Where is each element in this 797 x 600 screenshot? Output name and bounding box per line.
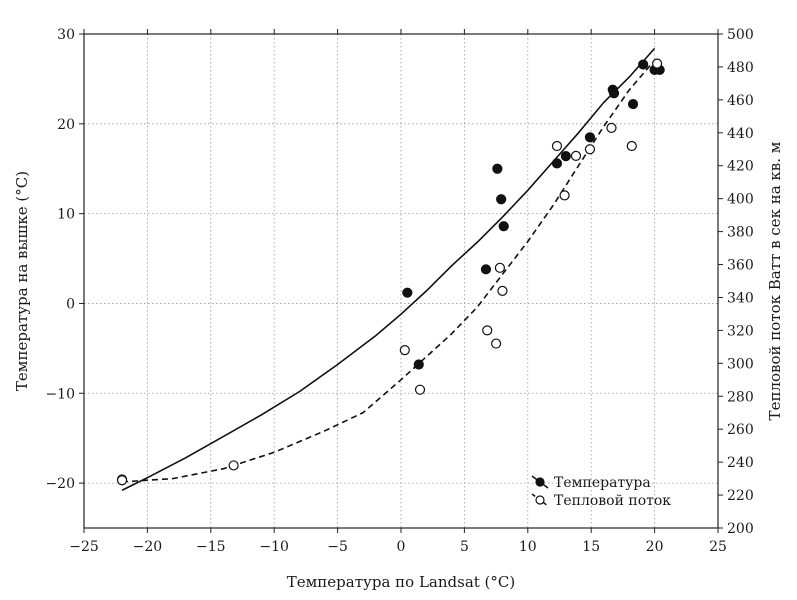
y-right-tick-label: 420 [727,159,754,175]
x-tick-label: −15 [196,539,226,555]
y-right-tick-label: 440 [727,126,754,142]
x-tick-label: −20 [133,539,163,555]
data-point-temperature [551,158,563,169]
y-left-tick-label: −10 [45,386,75,402]
y-axis-left-label: Температура на вышке (°C) [13,171,31,391]
y-left-tick-label: 30 [57,27,75,43]
x-tick-label: 20 [646,539,664,555]
data-point-heat-flux [551,140,563,152]
data-point-heat-flux [491,338,502,349]
x-tick-label: 5 [460,539,469,555]
x-tick-label: 15 [582,539,600,555]
data-point-temperature [480,264,492,275]
legend-label-temperature: Температура [554,475,651,491]
data-point-heat-flux [584,144,596,155]
y-right-tick-label: 240 [727,455,754,471]
y-axis-right-label: Тепловой поток Ватт в сек на кв. м [766,141,784,420]
data-point-temperature [608,88,620,99]
fit-curve-1 [121,59,656,483]
data-point-heat-flux [414,384,426,395]
y-right-tick-label: 280 [727,389,754,405]
y-right-tick-label: 260 [727,422,754,438]
x-axis-label: Температура по Landsat (°C) [287,573,516,591]
data-point-temperature [402,287,413,298]
fit-curve-0 [121,47,656,492]
data-point-heat-flux [399,345,410,356]
data-point-heat-flux [606,122,617,133]
y-left-tick-label: 0 [66,296,75,312]
y-right-tick-label: 360 [727,258,754,274]
legend-marker-temperature [535,477,545,487]
legend-label-heat-flux: Тепловой поток [554,493,671,509]
y-right-tick-label: 480 [727,60,754,76]
data-point-temperature [560,151,571,162]
data-point-heat-flux [570,150,582,161]
y-right-tick-label: 460 [727,93,754,109]
y-right-tick-label: 320 [727,323,754,339]
data-point-temperature [638,59,649,70]
y-right-tick-label: 200 [727,521,754,537]
x-tick-label: 0 [397,539,406,555]
y-left-tick-label: 20 [57,117,75,133]
y-left-tick-label: −20 [45,476,75,492]
y-right-tick-label: 340 [727,290,754,306]
y-right-tick-label: 500 [727,27,754,43]
data-point-heat-flux [116,475,128,486]
data-point-heat-flux [494,262,506,273]
y-right-tick-label: 400 [727,192,754,208]
data-point-temperature [496,194,507,205]
data-point-heat-flux [626,140,637,152]
ticks: −25 −20 −15 −10 −5 0 5 10 15 20 25 −20 −10 0 10 20 30 200… [45,27,753,555]
data-point-heat-flux [652,58,663,69]
y-left-tick-label: 10 [57,207,75,223]
data-point-temperature [413,359,424,370]
y-right-tick-label: 380 [727,225,754,241]
x-tick-label: −25 [69,539,99,555]
data-point-heat-flux [559,190,570,201]
x-tick-label: −5 [327,539,348,555]
data-point-temperature [498,221,509,232]
data-point-heat-flux [497,285,508,296]
plot-frame [83,33,719,529]
legend: Температура Тепловой поток [531,475,671,509]
data-points [116,58,665,486]
data-point-heat-flux [482,325,493,336]
data-point-heat-flux [228,460,239,471]
grid [84,34,718,528]
x-tick-label: 25 [709,539,727,555]
data-point-temperature [492,163,503,174]
legend-item-heat-flux: Тепловой поток [531,493,671,509]
y-right-tick-label: 300 [727,356,754,372]
y-right-tick-label: 220 [727,488,754,504]
data-point-temperature [584,132,596,143]
x-tick-label: 10 [519,539,537,555]
legend-marker-heat-flux [535,495,545,505]
x-tick-label: −10 [259,539,289,555]
legend-item-temperature: Температура [531,475,651,491]
fit-curves [121,47,656,492]
data-point-temperature [627,98,639,110]
